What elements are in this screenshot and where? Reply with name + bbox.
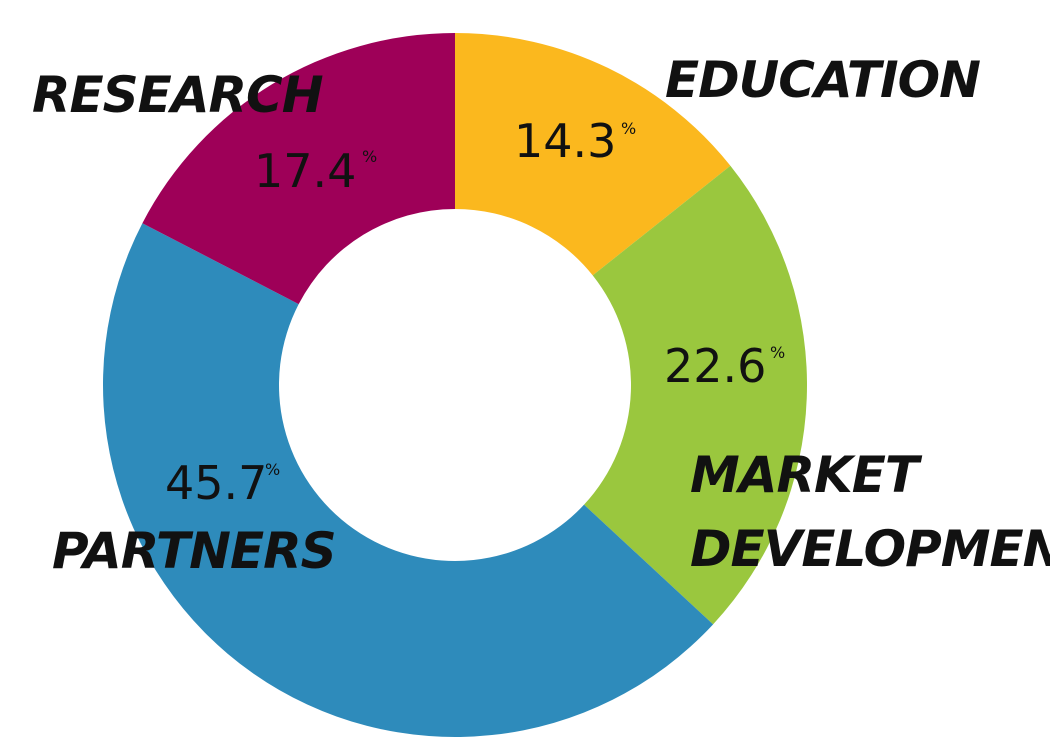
slice-research: [142, 33, 455, 305]
category-label-market: MARKET: [690, 446, 923, 504]
category-label-partners: PARTNERS: [52, 522, 336, 580]
donut-slices: [102, 33, 808, 738]
percent-sign-partners: %: [265, 460, 280, 479]
category-label-research: RESEARCH: [32, 66, 323, 124]
percent-sign-education: %: [621, 119, 636, 138]
category-label-education: EDUCATION: [665, 51, 980, 109]
slice-market-development: [584, 165, 808, 625]
slice-partners: [102, 223, 714, 738]
value-label-education: 14.3: [514, 114, 616, 168]
category-label-development: DEVELOPMENT: [690, 520, 1050, 578]
value-label-market-development: 22.6: [664, 339, 766, 393]
percent-sign-research: %: [362, 147, 377, 166]
slice-education: [455, 33, 731, 276]
value-label-research: 17.4: [254, 144, 356, 198]
percent-sign-market-development: %: [770, 343, 785, 362]
value-label-partners: 45.7: [165, 456, 267, 510]
